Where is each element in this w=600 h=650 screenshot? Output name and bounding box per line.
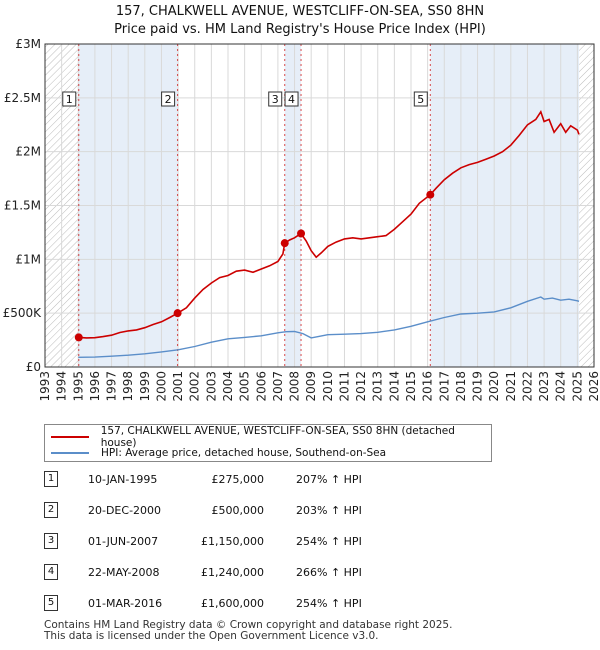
y-tick-label: £1.5M: [4, 199, 41, 213]
sale-point: [426, 190, 435, 199]
sale-marker-label: 4: [288, 93, 295, 106]
sale-date: 01-JUN-2007: [88, 535, 159, 548]
sale-hpi-change: 254% ↑ HPI: [296, 535, 362, 548]
x-tick-label: 2005: [238, 371, 252, 402]
x-tick-label: 2014: [387, 371, 401, 402]
sale-point: [74, 333, 83, 342]
sale-marker-label: 5: [417, 93, 424, 106]
sale-number-badge: 4: [44, 564, 58, 580]
sale-number-badge: 2: [44, 502, 58, 518]
legend-item-hpi: HPI: Average price, detached house, Sout…: [51, 446, 386, 460]
sale-hpi-change: 203% ↑ HPI: [296, 504, 362, 517]
title-line-1: 157, CHALKWELL AVENUE, WESTCLIFF-ON-SEA,…: [115, 4, 485, 19]
x-tick-label: 1997: [105, 371, 119, 402]
x-tick-label: 2021: [504, 371, 518, 402]
sale-price: £275,000: [211, 473, 265, 486]
sale-number-badge: 1: [44, 471, 58, 487]
sale-point: [280, 239, 289, 248]
x-tick-label: 2026: [587, 371, 600, 402]
sale-marker-box: [413, 91, 428, 107]
price-paid-line: [78, 109, 580, 339]
y-tick-label: £2M: [15, 145, 41, 159]
sale-hpi-change: 266% ↑ HPI: [296, 566, 362, 579]
x-tick-label: 2022: [520, 371, 534, 402]
x-tick-label: 2008: [288, 371, 302, 402]
title-line-2: Price paid vs. HM Land Registry's House …: [114, 22, 486, 37]
footer: Contains HM Land Registry data © Crown c…: [44, 620, 452, 642]
x-tick-label: 2023: [537, 371, 551, 402]
chart-title: 157, CHALKWELL AVENUE, WESTCLIFF-ON-SEA,…: [0, 3, 600, 39]
x-tick-label: 2002: [188, 371, 202, 402]
sale-price: £500,000: [211, 504, 265, 517]
x-tick-label: 2000: [154, 371, 168, 402]
plot-border: [44, 43, 595, 368]
x-tick-label: 2018: [454, 371, 468, 402]
sale-hpi-change: 254% ↑ HPI: [296, 597, 362, 610]
footer-licence: This data is licensed under the Open Gov…: [44, 630, 379, 642]
y-tick-label: £1M: [15, 252, 41, 266]
legend-hpi-label: HPI: Average price, detached house, Sout…: [101, 447, 387, 459]
x-tick-label: 1994: [55, 371, 69, 402]
x-tick-label: 1999: [138, 371, 152, 402]
legend-hpi-swatch: [51, 452, 89, 454]
sale-marker-label: 3: [272, 93, 279, 106]
x-tick-label: 2019: [471, 371, 485, 402]
x-tick-label: 2009: [304, 371, 318, 402]
sale-marker-box: [284, 91, 299, 107]
table-row: 2 20-DEC-2000 £500,000 203% ↑ HPI: [44, 502, 464, 520]
x-tick-label: 2024: [554, 371, 568, 402]
sale-marker-box: [161, 91, 176, 107]
y-tick-label: £500K: [3, 306, 43, 320]
y-tick-label: £2.5M: [4, 91, 41, 105]
sale-marker-box: [62, 91, 77, 107]
table-row: 1 10-JAN-1995 £275,000 207% ↑ HPI: [44, 471, 464, 489]
legend-price-swatch: [51, 436, 89, 438]
sale-number-badge: 3: [44, 533, 58, 549]
sale-date: 22-MAY-2008: [88, 566, 160, 579]
y-tick-label: £3M: [15, 37, 41, 51]
legend-item-price: 157, CHALKWELL AVENUE, WESTCLIFF-ON-SEA,…: [51, 425, 491, 449]
x-tick-label: 1995: [71, 371, 85, 402]
footer-copyright: Contains HM Land Registry data © Crown c…: [44, 619, 453, 631]
x-tick-label: 2007: [271, 371, 285, 402]
x-tick-label: 1993: [38, 371, 52, 402]
legend: 157, CHALKWELL AVENUE, WESTCLIFF-ON-SEA,…: [44, 424, 492, 462]
x-tick-label: 2015: [404, 371, 418, 402]
table-row: 3 01-JUN-2007 £1,150,000 254% ↑ HPI: [44, 533, 464, 551]
x-tick-label: 2025: [570, 371, 584, 402]
sale-number-badge: 5: [44, 595, 58, 611]
sale-hpi-change: 207% ↑ HPI: [296, 473, 362, 486]
sale-point: [297, 229, 306, 238]
x-tick-label: 1998: [121, 371, 135, 402]
x-tick-label: 2010: [321, 371, 335, 402]
sale-date: 10-JAN-1995: [88, 473, 158, 486]
legend-price-label: 157, CHALKWELL AVENUE, WESTCLIFF-ON-SEA,…: [100, 425, 455, 449]
sale-date: 20-DEC-2000: [88, 504, 162, 517]
sale-date: 01-MAR-2016: [88, 597, 163, 610]
sale-price: £1,600,000: [201, 597, 264, 610]
x-tick-label: 2001: [171, 371, 185, 402]
sale-marker-box: [268, 91, 283, 107]
x-tick-label: 1996: [88, 371, 102, 402]
sale-marker-label: 1: [66, 93, 73, 106]
x-tick-label: 2004: [221, 371, 235, 402]
x-tick-label: 2013: [371, 371, 385, 402]
x-tick-label: 2011: [337, 371, 351, 402]
y-tick-label: £0: [26, 360, 41, 374]
sale-price: £1,240,000: [201, 566, 264, 579]
sale-marker-label: 2: [165, 93, 172, 106]
x-tick-label: 2003: [204, 371, 218, 402]
x-tick-label: 2017: [437, 371, 451, 402]
sale-price: £1,150,000: [201, 535, 264, 548]
table-row: 5 01-MAR-2016 £1,600,000 254% ↑ HPI: [44, 595, 464, 613]
x-tick-label: 2012: [354, 371, 368, 402]
sale-point: [173, 309, 182, 318]
x-tick-label: 2006: [254, 371, 268, 402]
table-row: 4 22-MAY-2008 £1,240,000 266% ↑ HPI: [44, 564, 464, 582]
x-tick-label: 2016: [421, 371, 435, 402]
x-tick-label: 2020: [487, 371, 501, 402]
hpi-line: [78, 296, 580, 358]
